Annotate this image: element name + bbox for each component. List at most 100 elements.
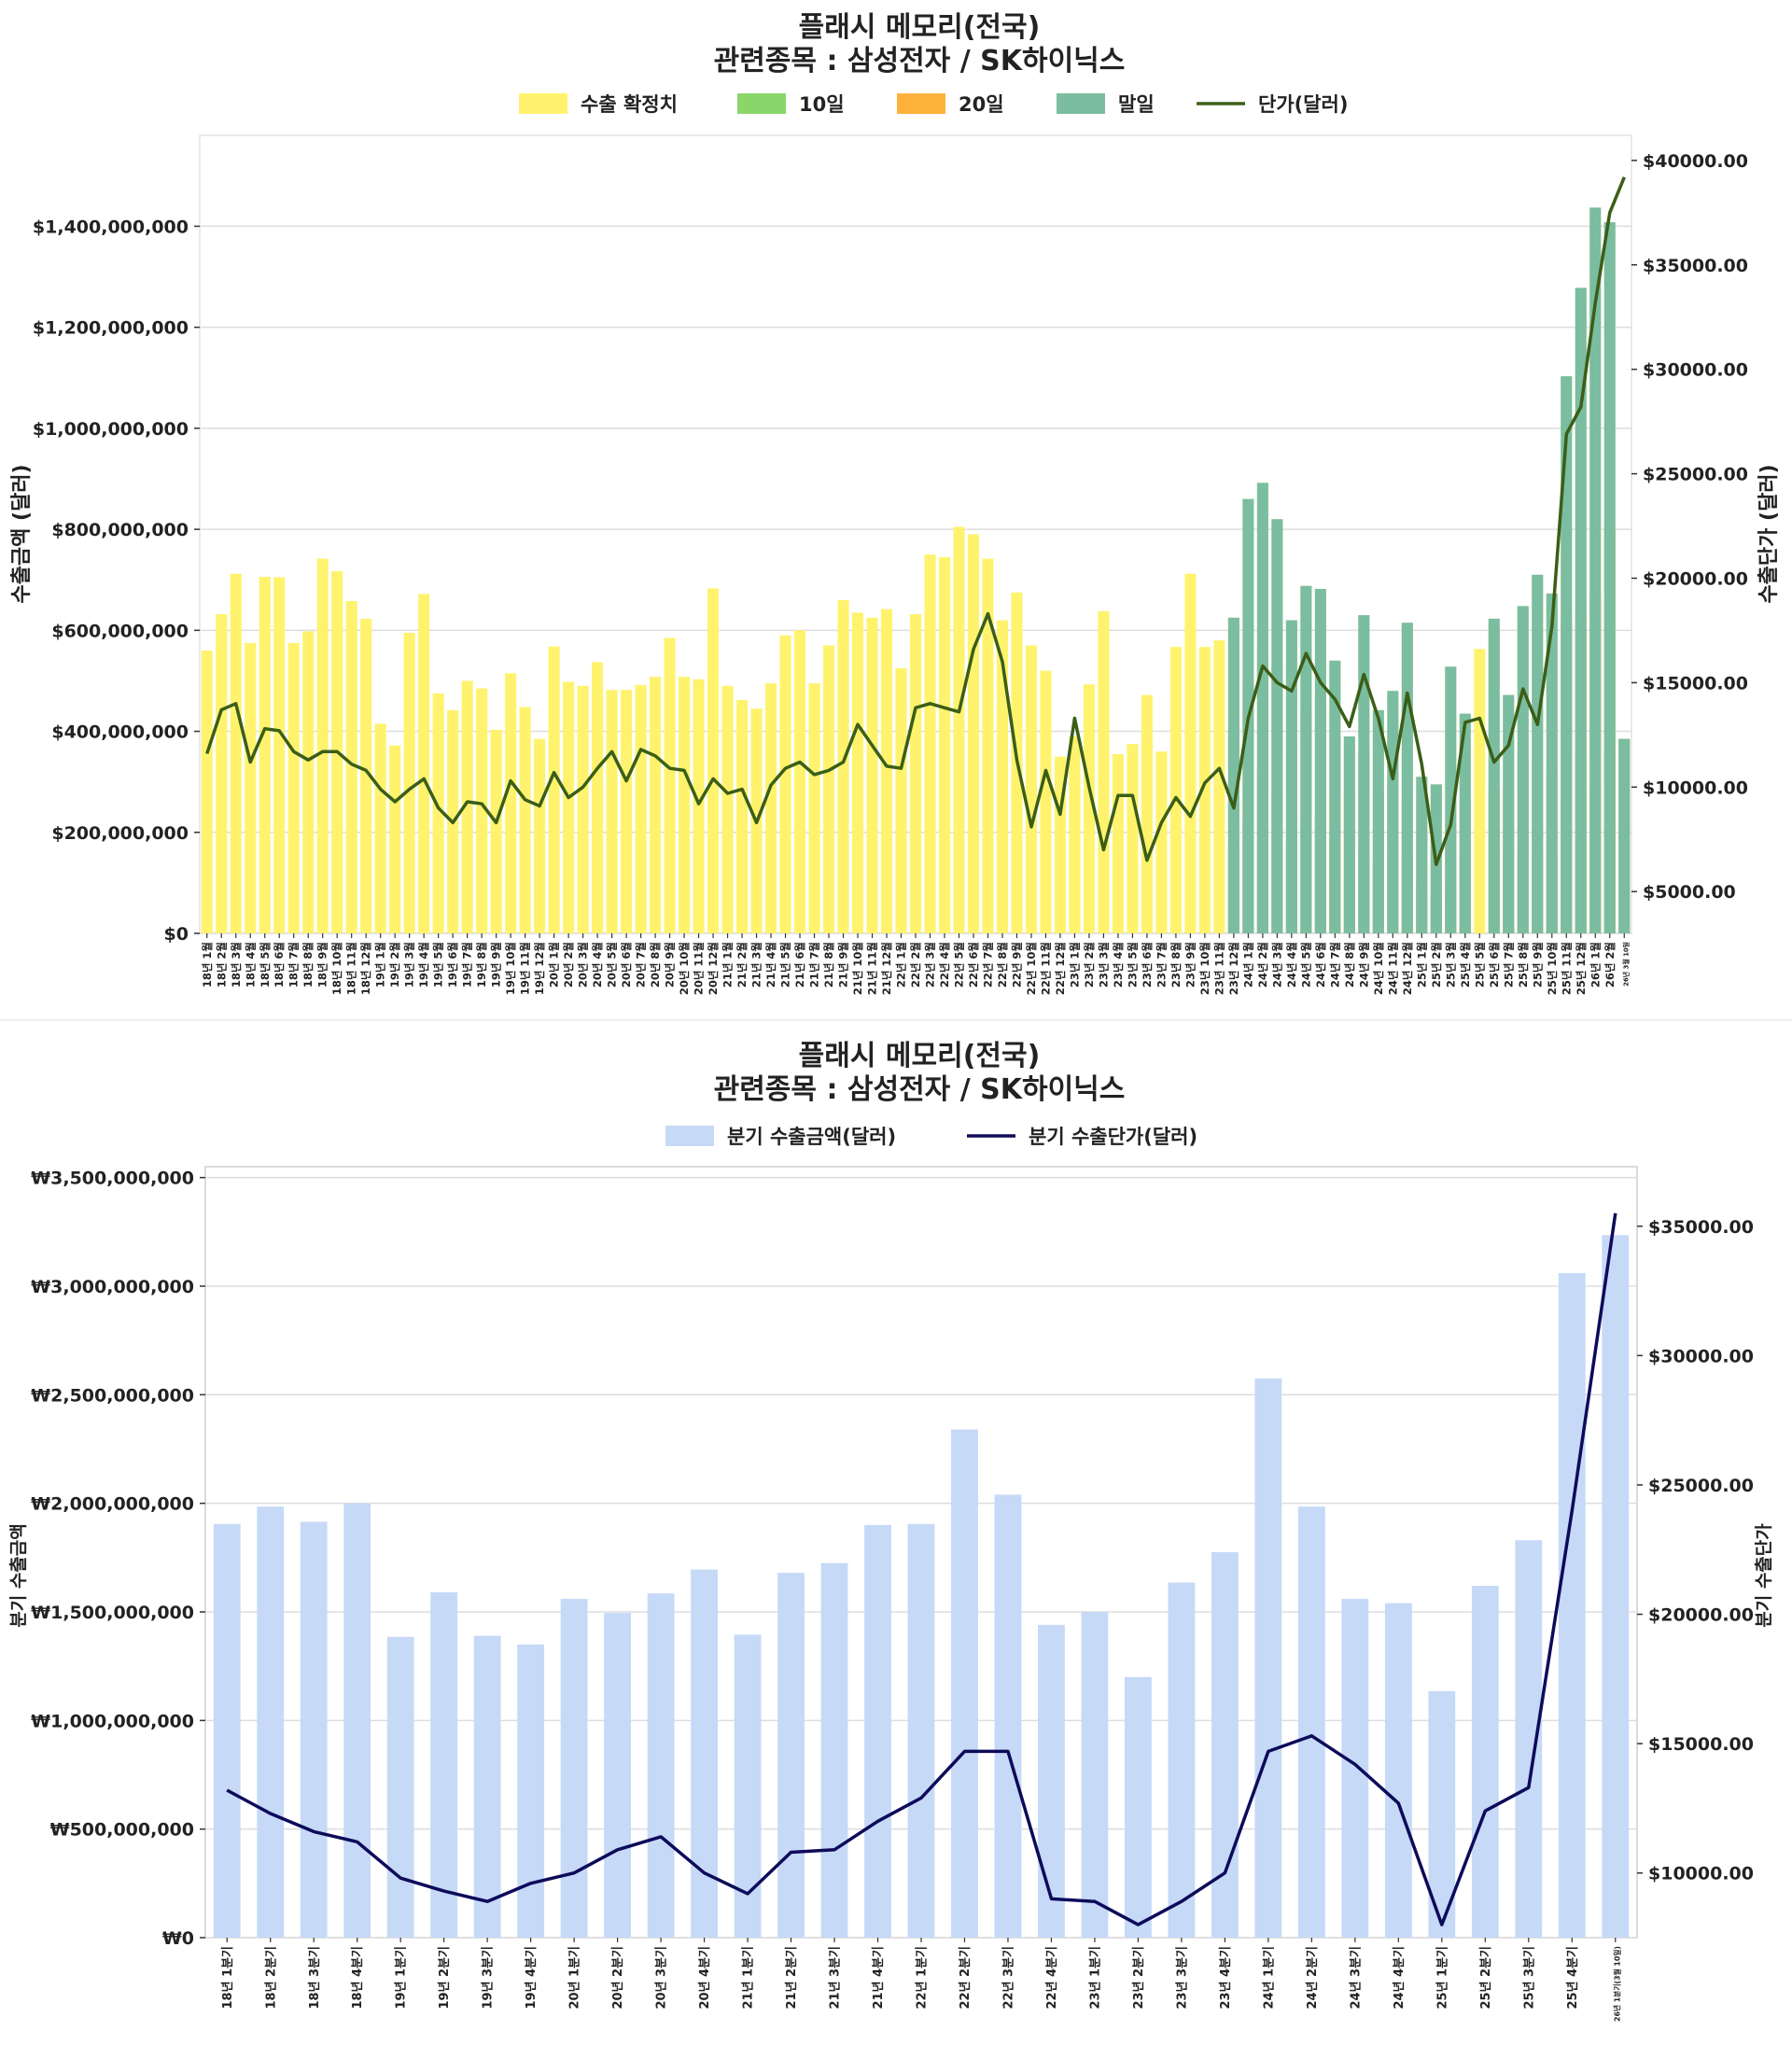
x-tick-label: 19년 11월 (519, 942, 532, 995)
x-tick-label: 24년 12월 (1401, 942, 1414, 995)
x-tick-label: 21년 4월 (764, 942, 777, 987)
x-tick-label: 20년 6월 (620, 942, 633, 987)
x-tick-label: 25년 1분기 (1435, 1946, 1449, 2010)
chart1-y2-ticks: $5000.00 $10000.00 $15000.00 $20000.00 $2500… (1631, 151, 1748, 903)
x-tick-label: 22년 3월 (924, 942, 937, 987)
x-tick-label: 24년 2분기 (1306, 1946, 1320, 2010)
x-tick-label: 23년 10월 (1198, 942, 1211, 995)
bar-말일 (1358, 615, 1370, 933)
x-tick-label: 19년 9월 (490, 942, 503, 987)
y-tick-label: ₩2,000,000,000 (31, 1494, 194, 1515)
chart2-subtitle: 관련종목 : 삼성전자 / SK하이닉스 (714, 1073, 1126, 1106)
x-tick-label: 20년 1분기 (568, 1946, 582, 2010)
legend-swatch (737, 93, 786, 114)
x-tick-label: 21년 4분기 (872, 1946, 886, 2010)
bar-수출 확정치 (505, 673, 517, 933)
bar-말일 (1503, 694, 1515, 933)
x-tick-label: 21년 5월 (779, 942, 792, 987)
chart2-y-axis-title: 분기 수출금액 (8, 1523, 29, 1628)
x-tick-label: 25년 7월 (1502, 942, 1515, 987)
bar-수출 확정치 (721, 685, 734, 933)
bar-분기 수출금액(달러) (864, 1524, 891, 1938)
x-tick-label: 24년 8월 (1343, 942, 1356, 987)
x-tick-label: 22년 7월 (981, 942, 994, 987)
y-tick-label: $600,000,000 (51, 621, 189, 641)
bar-분기 수출금액(달러) (1384, 1603, 1412, 1938)
bar-수출 확정치 (880, 609, 893, 933)
chart1-x-ticks: 18년 1월 18년 2월 18년 3월 18년 4월 18년 5월 18년 6월 18년 … (201, 933, 1630, 995)
bar-수출 확정치 (1141, 694, 1153, 933)
bar-수출 확정치 (924, 554, 936, 933)
bar-말일 (1227, 617, 1239, 933)
x-tick-label: 23년 3분기 (1175, 1946, 1189, 2010)
bar-수출 확정치 (650, 677, 662, 933)
chart1-bars (201, 207, 1631, 934)
y2-tick-label: $25000.00 (1643, 465, 1748, 485)
y2-tick-label: $20000.00 (1643, 569, 1748, 590)
bar-분기 수출금액(달러) (1038, 1624, 1065, 1938)
bar-수출 확정치 (302, 631, 315, 933)
x-tick-label: 21년 7월 (808, 942, 821, 987)
bar-수출 확정치 (1155, 751, 1168, 933)
bar-분기 수출금액(달러) (1254, 1378, 1282, 1938)
x-tick-label: 22년 10월 (1025, 942, 1038, 995)
bar-수출 확정치 (851, 612, 864, 933)
y-tick-label: ₩2,500,000,000 (31, 1385, 194, 1406)
y-tick-label: $1,200,000,000 (33, 318, 189, 339)
legend-swatch (519, 93, 567, 114)
bar-말일 (1532, 574, 1544, 933)
chart2-bars (213, 1235, 1630, 1938)
bar-수출 확정치 (793, 630, 806, 933)
chart1-subtitle: 관련종목 : 삼성전자 / SK하이닉스 (714, 45, 1126, 77)
x-tick-label: 18년 1월 (201, 942, 214, 987)
bar-수출 확정치 (1474, 649, 1486, 933)
bar-분기 수출금액(달러) (473, 1635, 501, 1938)
chart2-unit-price-line (226, 1212, 1617, 1926)
x-tick-label: 19년 12월 (533, 942, 546, 995)
bar-수출 확정치 (548, 646, 560, 933)
x-tick-label: 25년 11월 (1560, 942, 1573, 995)
x-tick-label: 18년 10월 (330, 942, 343, 995)
y-tick-label: $200,000,000 (51, 823, 189, 844)
x-tick-label: 25년 12월 (1575, 942, 1588, 995)
chart1-y-ticks: $0 $200,000,000 $400,000,000 $600,000,000 $8… (33, 217, 200, 945)
x-tick-label: 26년 2월 (1603, 942, 1617, 987)
x-tick-label: 22년 3분기 (1002, 1946, 1016, 2010)
x-tick-label: 18년 7월 (287, 942, 301, 987)
bar-수출 확정치 (866, 617, 878, 933)
x-tick-label: 20년 4분기 (698, 1946, 712, 2010)
x-tick-label: 19년 4분기 (525, 1946, 539, 2010)
bar-말일 (1445, 666, 1457, 933)
bar-말일 (1343, 735, 1355, 933)
bar-수출 확정치 (1169, 647, 1182, 933)
bar-분기 수출금액(달러) (430, 1592, 458, 1938)
x-tick-label: 18년 3월 (230, 942, 243, 987)
x-tick-label: 23년 3월 (1097, 942, 1110, 987)
bar-수출 확정치 (679, 677, 691, 933)
bar-수출 확정치 (982, 558, 994, 933)
bar-분기 수출금액(달러) (1515, 1540, 1543, 1938)
bar-수출 확정치 (1083, 684, 1095, 933)
bar-말일 (1488, 618, 1500, 933)
bar-수출 확정치 (837, 599, 849, 933)
bar-분기 수출금액(달러) (691, 1569, 718, 1938)
x-tick-label: 23년 4분기 (1219, 1946, 1233, 2010)
x-tick-label: 22년 2월 (909, 942, 922, 987)
x-tick-label: 22년 12월 (1054, 942, 1067, 995)
bar-분기 수출금액(달러) (1558, 1273, 1586, 1938)
x-tick-label: 25년 6월 (1488, 942, 1501, 987)
x-tick-label: 21년 9월 (837, 942, 850, 987)
x-tick-label: 23년 2월 (1083, 942, 1096, 987)
bar-수출 확정치 (259, 576, 271, 933)
x-tick-label: 18년 2분기 (264, 1946, 278, 2010)
x-tick-label: 20년 10월 (678, 942, 691, 995)
x-tick-label: 19년 8월 (475, 942, 488, 987)
bar-분기 수출금액(달러) (1168, 1582, 1196, 1938)
bar-수출 확정치 (1198, 647, 1211, 933)
x-tick-label: 26년 1분기(3월 10일) (1612, 1946, 1621, 2022)
x-tick-label: 25년 2분기 (1479, 1946, 1493, 2010)
x-tick-label: 21년 1분기 (742, 1946, 756, 2010)
x-tick-label: 19년 6월 (446, 942, 459, 987)
bar-말일 (1546, 593, 1558, 933)
x-tick-label: 23년 7월 (1155, 942, 1168, 987)
